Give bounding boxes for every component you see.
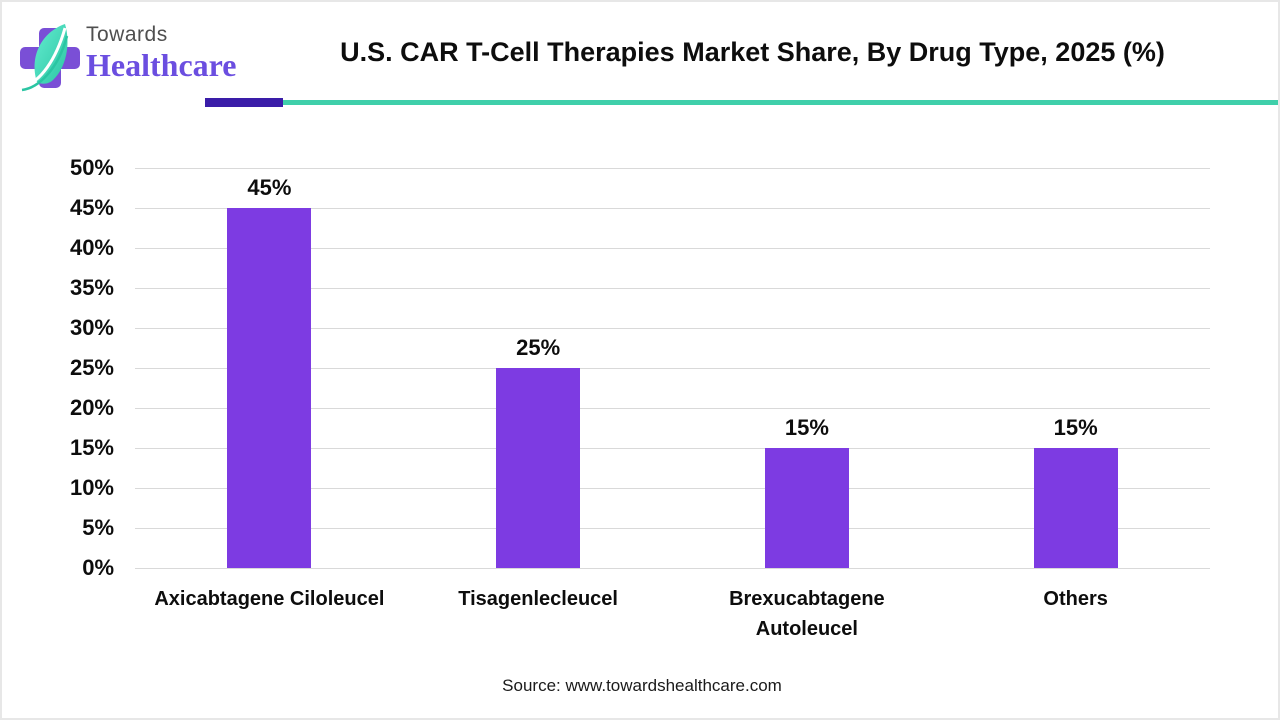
- x-axis-category-label-line: Axicabtagene Ciloleucel: [154, 588, 385, 610]
- y-axis-tick-label: 50%: [69, 155, 114, 180]
- gridline: [135, 168, 1210, 169]
- page-title: U.S. CAR T-Cell Therapies Market Share, …: [340, 37, 1165, 67]
- x-axis-category-label-line: Tisagenlecleucel: [458, 588, 618, 610]
- brand-name-towards: Towards: [86, 23, 168, 46]
- bar-value-label: 25%: [516, 335, 561, 360]
- bar: [227, 208, 312, 568]
- header-underline: [283, 100, 1278, 105]
- y-axis-tick-label: 0%: [82, 555, 114, 580]
- x-axis-category-label: Axicabtagene Ciloleucel: [119, 584, 419, 614]
- source-text: Source: www.towardshealthcare.com: [502, 676, 782, 695]
- bar-value-label: 15%: [1053, 415, 1098, 440]
- bar: [764, 448, 849, 568]
- y-axis-tick-label: 30%: [69, 315, 114, 340]
- y-axis-tick-label: 20%: [69, 395, 114, 420]
- gridline: [135, 568, 1210, 569]
- brand-logo: Towards Healthcare: [16, 10, 236, 96]
- gridline: [135, 208, 1210, 209]
- x-axis-category-label: Tisagenlecleucel: [388, 584, 688, 614]
- brand-name-healthcare: Healthcare: [86, 47, 237, 83]
- y-axis-tick-label: 25%: [69, 355, 114, 380]
- gridline: [135, 328, 1210, 329]
- gridline: [135, 448, 1210, 449]
- x-axis-category-label: Brexucabtagene Autoleucel: [657, 584, 957, 644]
- x-axis-category-label-line: Autoleucel: [755, 618, 858, 640]
- gridline: [135, 528, 1210, 529]
- bar-value-label: 45%: [247, 175, 292, 200]
- gridline: [135, 368, 1210, 369]
- x-axis-category-label-line: Brexucabtagene: [729, 588, 885, 610]
- healthcare-cross-leaf-icon: [20, 24, 80, 92]
- y-axis-tick-label: 15%: [69, 435, 114, 460]
- leaf-icon: [21, 24, 69, 92]
- bar: [1033, 448, 1118, 568]
- bar-value-label: 15%: [784, 415, 829, 440]
- x-axis-category-label-line: Others: [1043, 588, 1108, 610]
- y-axis-tick-label: 5%: [82, 515, 114, 540]
- gridline: [135, 288, 1210, 289]
- gridline: [135, 248, 1210, 249]
- y-axis-tick-label: 40%: [69, 235, 114, 260]
- gridline: [135, 408, 1210, 409]
- y-axis-tick-label: 35%: [69, 275, 114, 300]
- y-axis-tick-label: 45%: [69, 195, 114, 220]
- bar: [496, 368, 581, 568]
- header-underline-accent: [205, 98, 283, 107]
- x-axis-category-label: Others: [926, 584, 1226, 614]
- y-axis-tick-label: 10%: [69, 475, 114, 500]
- gridline: [135, 488, 1210, 489]
